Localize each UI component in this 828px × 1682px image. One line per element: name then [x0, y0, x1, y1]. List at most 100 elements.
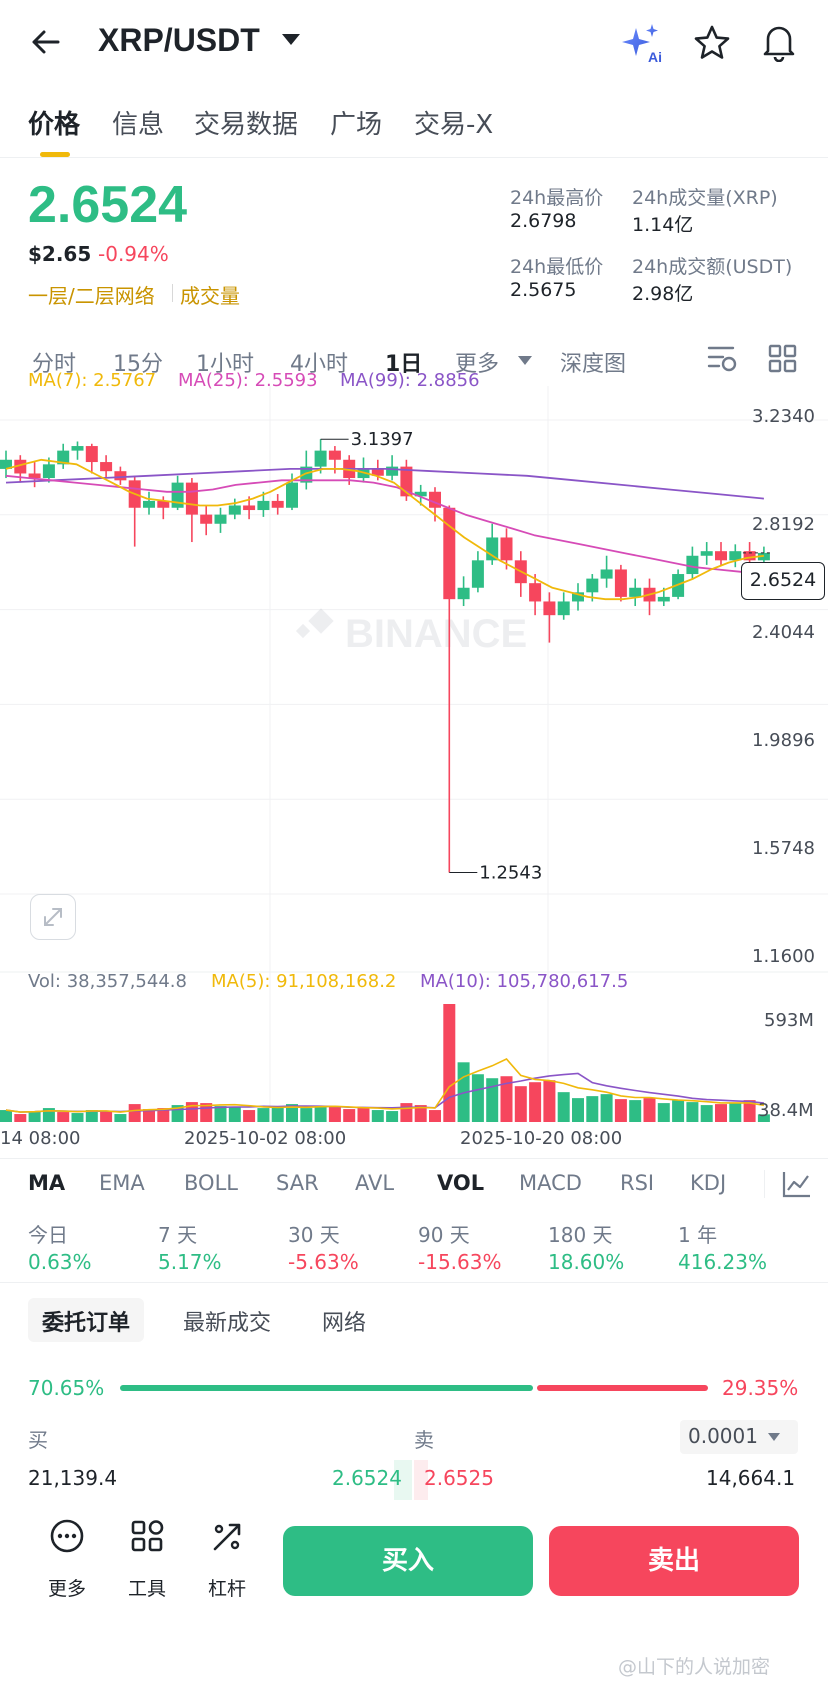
- volume-bar: [429, 1110, 441, 1122]
- ma-lines: [5, 458, 765, 601]
- candle-body: [314, 450, 327, 467]
- tab-order-book[interactable]: 委托订单: [28, 1298, 145, 1342]
- chart-grid: [0, 386, 828, 1122]
- ask-qty[interactable]: 14,664.1: [706, 1466, 796, 1490]
- perf-value: 5.17%: [158, 1250, 222, 1274]
- perf-value: -15.63%: [418, 1250, 502, 1274]
- ai-sparkle-icon[interactable]: Ai: [622, 22, 668, 64]
- tab-trading-data[interactable]: 交易数据: [194, 110, 299, 140]
- chart-settings-icon[interactable]: [707, 344, 739, 374]
- high-value: 2.6798: [510, 210, 577, 232]
- tools-button[interactable]: 工具: [112, 1516, 182, 1600]
- interval-time[interactable]: 分时: [32, 352, 77, 377]
- volume-bar: [757, 1114, 770, 1122]
- star-icon[interactable]: [693, 24, 731, 62]
- tab-square[interactable]: 广场: [330, 110, 383, 140]
- indicator-chart-icon[interactable]: [782, 1170, 812, 1198]
- volume-tag[interactable]: 成交量: [180, 284, 240, 308]
- volume-bar: [586, 1096, 599, 1122]
- tab-info[interactable]: 信息: [112, 110, 165, 140]
- ma7-legend: MA(7): 2.5767: [28, 370, 157, 391]
- tab-price[interactable]: 价格: [28, 110, 81, 140]
- sell-button[interactable]: 卖出: [549, 1526, 799, 1596]
- candle-body: [228, 505, 241, 515]
- volume-bar: [343, 1109, 356, 1122]
- volume-bar: [629, 1100, 642, 1122]
- candle-body: [715, 551, 727, 561]
- candle-body: [114, 471, 127, 481]
- volume-ma-lines: [5, 1058, 765, 1113]
- high-label: 24h最高价: [510, 187, 604, 209]
- interval-more[interactable]: 更多: [455, 352, 500, 377]
- bid-qty[interactable]: 21,139.4: [28, 1466, 118, 1490]
- volume-bar: [14, 1114, 27, 1122]
- y-tick: 1.5748: [752, 838, 815, 859]
- ma25-line: [5, 474, 764, 575]
- indicator-avl[interactable]: AVL: [355, 1171, 395, 1195]
- more-button[interactable]: 更多: [32, 1516, 102, 1600]
- ratio-sell-fill: [537, 1385, 708, 1391]
- volume-bar: [600, 1094, 613, 1122]
- indicator-ma[interactable]: MA: [28, 1171, 66, 1195]
- interval-1h[interactable]: 1小时: [196, 352, 254, 377]
- precision-select[interactable]: 0.0001: [680, 1420, 798, 1454]
- more-caret-icon[interactable]: [518, 356, 532, 365]
- indicator-rsi[interactable]: RSI: [620, 1171, 655, 1195]
- ratio-buy-fill: [120, 1385, 533, 1391]
- candle-body: [185, 482, 198, 515]
- candle-body: [600, 569, 613, 579]
- kline-svg[interactable]: BINANCE 3.1397 1.2543: [0, 386, 828, 1126]
- indicator-sar[interactable]: SAR: [276, 1171, 319, 1195]
- y-tick: 1.1600: [752, 946, 815, 967]
- interval-1d[interactable]: 1日: [385, 352, 423, 377]
- fullscreen-button[interactable]: [30, 894, 76, 940]
- candle-body: [443, 507, 456, 600]
- trading-pair-title[interactable]: XRP/USDT: [98, 22, 260, 58]
- indicator-ema[interactable]: EMA: [99, 1171, 145, 1195]
- bell-icon[interactable]: [760, 22, 798, 62]
- candle-body: [557, 601, 570, 616]
- tab-recent-trades[interactable]: 最新成交: [183, 1311, 272, 1336]
- interval-4h[interactable]: 4小时: [290, 352, 348, 377]
- candle-body: [14, 459, 27, 474]
- candle-body: [271, 500, 284, 508]
- price-change: -0.94%: [98, 242, 169, 266]
- volume-bar: [471, 1074, 484, 1122]
- back-arrow-icon[interactable]: [28, 24, 64, 60]
- bid-price[interactable]: 2.6524: [332, 1466, 402, 1490]
- volume-bar: [28, 1111, 41, 1122]
- ask-price[interactable]: 2.6525: [424, 1466, 494, 1490]
- kline-chart[interactable]: BINANCE 3.1397 1.2543 MA(7): 2.5767 MA(25…: [0, 370, 828, 1149]
- candle-body: [0, 459, 12, 469]
- grid-layout-icon[interactable]: [768, 344, 798, 374]
- sell-ratio: 29.35%: [722, 1376, 799, 1400]
- watermark-text: @山下的人说加密: [618, 1656, 771, 1678]
- network-tag[interactable]: 一层/二层网络: [28, 284, 155, 308]
- ma25-legend: MA(25): 2.5593: [178, 370, 318, 391]
- indicator-vol[interactable]: VOL: [437, 1171, 485, 1195]
- interval-depth[interactable]: 深度图: [560, 352, 627, 377]
- indicator-boll[interactable]: BOLL: [184, 1171, 238, 1195]
- tab-trade-x[interactable]: 交易-X: [414, 110, 494, 140]
- tab-network[interactable]: 网络: [322, 1311, 367, 1336]
- vol-usdt-value: 2.98亿: [632, 283, 694, 305]
- indicator-macd[interactable]: MACD: [519, 1171, 582, 1195]
- binance-watermark: BINANCE: [295, 608, 527, 656]
- volume-bar: [572, 1098, 584, 1122]
- candle-body: [71, 446, 84, 451]
- leverage-button[interactable]: 杠杆: [192, 1516, 262, 1600]
- vol-xrp-value: 1.14亿: [632, 214, 694, 236]
- indicator-kdj[interactable]: KDJ: [690, 1171, 727, 1195]
- vol-xrp-label: 24h成交量(XRP): [632, 187, 778, 209]
- bid-column-label: 买: [28, 1428, 48, 1452]
- candle-body: [157, 500, 170, 508]
- bottom-action-bar: 更多 工具 杠杆 买入 卖出 @山下的人说加密: [0, 1506, 828, 1682]
- chevron-down-icon: [768, 1433, 780, 1441]
- leverage-icon: [213, 1523, 241, 1551]
- interval-15m[interactable]: 15分: [113, 352, 163, 377]
- candle-body: [700, 551, 713, 556]
- buy-button[interactable]: 买入: [283, 1526, 533, 1596]
- volume-bar: [300, 1108, 313, 1122]
- y-tick: 3.2340: [752, 406, 815, 427]
- chevron-down-icon[interactable]: [282, 34, 300, 45]
